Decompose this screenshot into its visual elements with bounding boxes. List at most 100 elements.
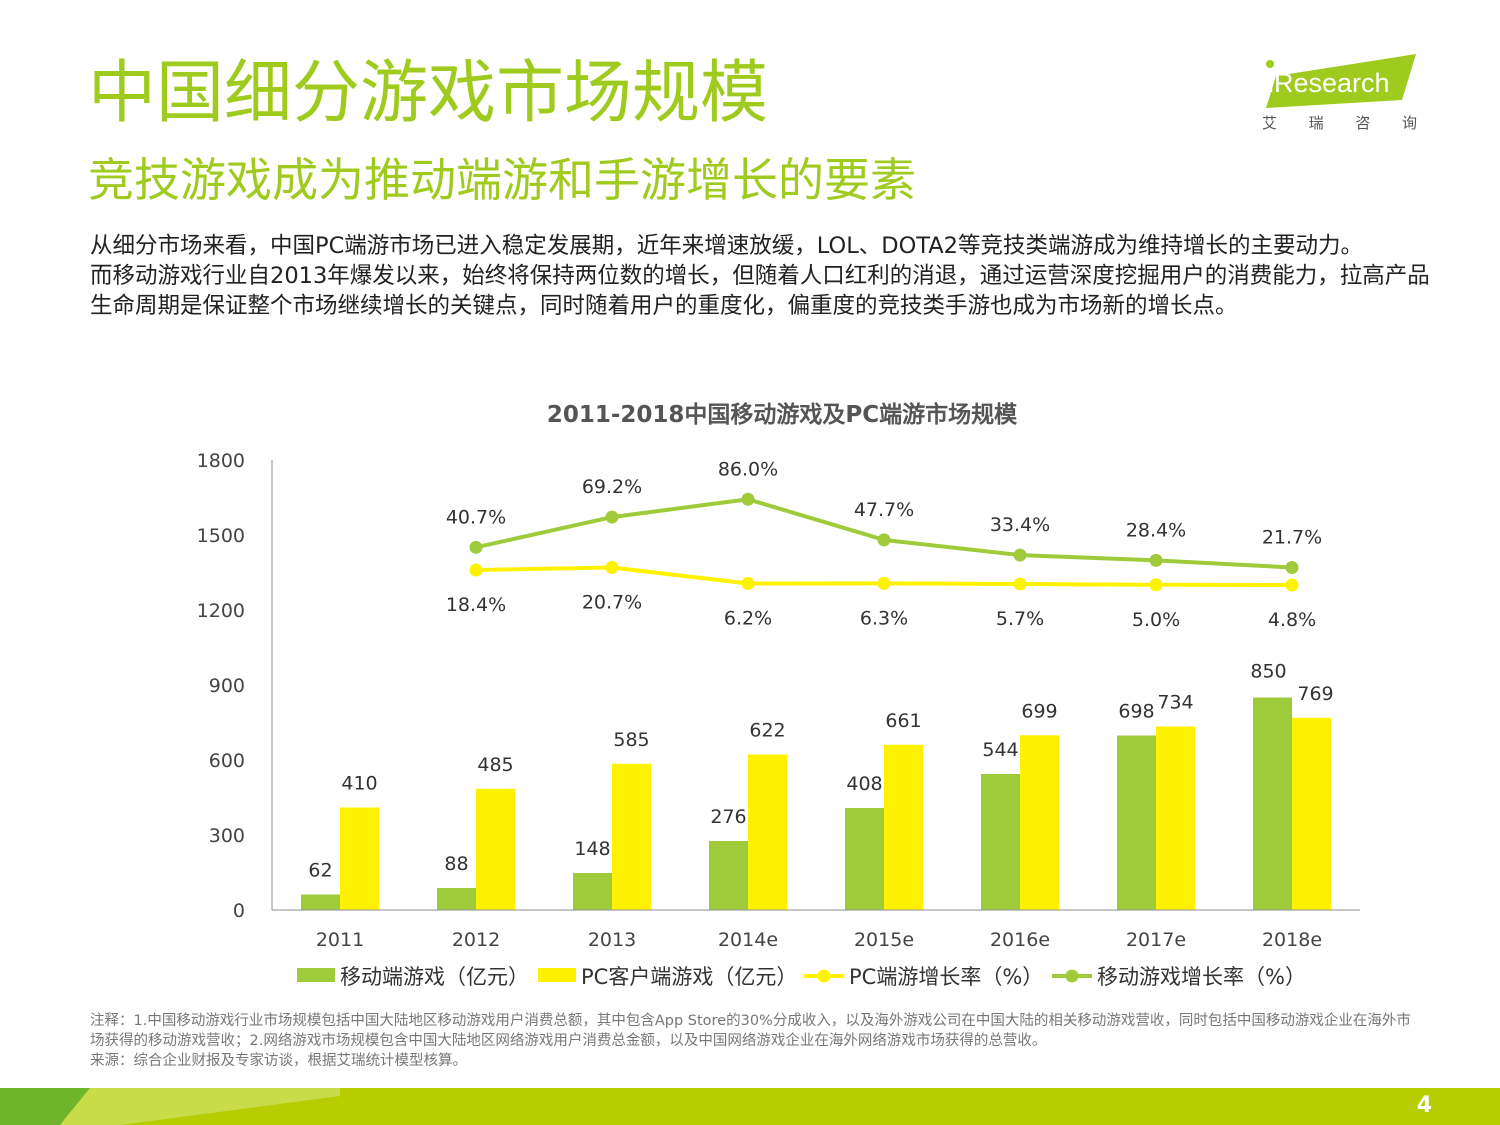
bar-pc <box>476 788 515 910</box>
bar-mobile <box>1117 735 1156 910</box>
mobile-growth-label: 47.7% <box>854 499 914 521</box>
bar-label-mobile: 148 <box>574 838 610 860</box>
mobile-growth-label: 86.0% <box>718 458 778 480</box>
legend: 移动端游戏（亿元） PC客户端游戏（亿元） PC端游增长率（%） 移动游戏增长率（%） <box>297 965 1306 989</box>
bar-pc <box>748 754 787 910</box>
legend-label: PC端游增长率（%） <box>849 965 1043 989</box>
x-tick-label: 2013 <box>588 929 636 951</box>
bar-pc <box>612 763 651 910</box>
legend-swatch-point <box>1065 969 1079 983</box>
body-text: 从细分市场来看，中国PC端游市场已进入稳定发展期，近年来增速放缓，LOL、DOT… <box>90 231 1430 321</box>
bar-label-pc: 485 <box>477 754 513 776</box>
footnote: 注释：1.中国移动游戏行业市场规模包括中国大陆地区移动游戏用户消费总额，其中包含… <box>90 1011 1420 1071</box>
pc-growth-point <box>877 576 891 590</box>
bar-label-pc: 622 <box>749 720 785 742</box>
bar-pc <box>884 744 923 910</box>
body-paragraph: 从细分市场来看，中国PC端游市场已进入稳定发展期，近年来增速放缓，LOL、DOT… <box>90 233 1363 259</box>
y-tick-label: 1800 <box>197 450 245 472</box>
bar-label-mobile: 88 <box>444 853 468 875</box>
bar-label-pc: 661 <box>885 710 921 732</box>
x-tick-label: 2011 <box>316 929 364 951</box>
pc-growth-point <box>1285 578 1299 592</box>
bar-label-mobile: 408 <box>846 773 882 795</box>
pc-growth-point <box>1149 578 1163 592</box>
pc-growth-label: 5.0% <box>1132 609 1180 631</box>
x-tick-label: 2017e <box>1126 929 1186 951</box>
mobile-growth-point <box>1149 553 1163 567</box>
x-tick-label: 2018e <box>1262 929 1322 951</box>
y-tick-label: 600 <box>209 750 245 772</box>
logo-brand: iResearch <box>1268 68 1390 98</box>
y-tick-label: 900 <box>209 675 245 697</box>
pc-growth-label: 4.8% <box>1268 609 1316 631</box>
mobile-growth-point <box>877 533 891 547</box>
chart-title: 2011-2018中国移动游戏及PC端游市场规模 <box>547 401 1018 428</box>
x-tick-label: 2016e <box>990 929 1050 951</box>
logo-char: 瑞 <box>1308 114 1324 132</box>
pc-growth-label: 5.7% <box>996 608 1044 630</box>
footer-decoration <box>0 1088 340 1125</box>
bar-label-pc: 410 <box>341 773 377 795</box>
mobile-growth-point <box>605 510 619 524</box>
bar-mobile <box>709 841 748 910</box>
x-tick-label: 2012 <box>452 929 500 951</box>
y-axis: 0 300 600 900 1200 1500 1800 <box>197 450 273 922</box>
legend-label: PC客户端游戏（亿元） <box>581 965 797 989</box>
mobile-growth-label: 28.4% <box>1126 519 1186 541</box>
page-number: 4 <box>1416 1093 1432 1118</box>
y-tick-label: 1200 <box>197 600 245 622</box>
bar-pc <box>1020 735 1059 910</box>
bar-pc <box>1156 726 1195 910</box>
body-paragraph: 而移动游戏行业自2013年爆发以来，始终将保持两位数的增长，但随着人口红利的消退… <box>90 263 1430 319</box>
logo-chinese-name: 艾 瑞 咨 询 <box>1262 112 1417 133</box>
mobile-growth-point <box>1285 561 1299 574</box>
bar-pc <box>340 807 379 910</box>
pc-growth-point <box>1013 577 1027 591</box>
page-subtitle: 竞技游戏成为推动端游和手游增长的要素 <box>88 153 916 207</box>
bar-mobile <box>301 894 340 910</box>
x-axis: 2011 2012 2013 2014e 2015e 2016e 2017e 2018e <box>272 909 1360 951</box>
x-tick-label: 2014e <box>718 929 778 951</box>
legend-swatch-point <box>817 969 831 983</box>
logo-char: 艾 <box>1262 114 1278 132</box>
legend-swatch <box>538 968 576 982</box>
bar-pc <box>1292 717 1331 910</box>
market-size-chart: 2011-2018中国移动游戏及PC端游市场规模 0 300 600 900 1200 1… <box>197 401 1360 989</box>
mobile-growth-point <box>469 540 483 554</box>
bar-label-pc: 585 <box>613 729 649 751</box>
bar-label-mobile: 276 <box>710 806 746 828</box>
y-tick-label: 300 <box>209 825 245 847</box>
y-tick-label: 0 <box>233 900 245 922</box>
bar-mobile <box>437 888 476 910</box>
mobile-growth-label: 40.7% <box>446 506 506 528</box>
bar-mobile <box>981 774 1020 910</box>
pc-growth-label: 20.7% <box>582 592 642 614</box>
bar-label-mobile: 698 <box>1118 701 1154 723</box>
logo-char: 询 <box>1401 114 1417 132</box>
legend-swatch <box>297 968 335 982</box>
pc-growth-label: 6.2% <box>724 607 772 629</box>
logo-char: 咨 <box>1355 114 1371 132</box>
pc-growth-label: 6.3% <box>860 607 908 629</box>
footnote-note: 注释：1.中国移动游戏行业市场规模包括中国大陆地区移动游戏用户消费总额，其中包含… <box>90 1013 1411 1049</box>
y-tick-label: 1500 <box>197 525 245 547</box>
mobile-growth-label: 33.4% <box>990 514 1050 536</box>
bar-label-pc: 769 <box>1297 683 1333 705</box>
footnote-source: 来源：综合企业财报及专家访谈，根据艾瑞统计模型核算。 <box>90 1053 467 1069</box>
mobile-growth-label: 21.7% <box>1262 527 1322 549</box>
iresearch-logo: iResearch <box>1266 54 1416 108</box>
bar-label-mobile: 62 <box>308 860 332 882</box>
bar-label-mobile: 850 <box>1250 661 1286 683</box>
growth-lines: 18.4% 20.7% 6.2% 6.3% 5.7% 5.0% 4.8% 40.7% 69.2%… <box>446 458 1322 631</box>
pc-growth-point <box>741 576 755 590</box>
bar-label-pc: 699 <box>1021 700 1057 722</box>
legend-label: 移动端游戏（亿元） <box>340 965 529 989</box>
legend-label: 移动游戏增长率（%） <box>1097 965 1306 989</box>
x-tick-label: 2015e <box>854 929 914 951</box>
bar-mobile <box>573 873 612 910</box>
bar-mobile <box>1253 697 1292 910</box>
page-title: 中国细分游戏市场规模 <box>88 54 769 133</box>
pc-growth-label: 18.4% <box>446 594 506 616</box>
bar-mobile <box>845 808 884 910</box>
bar-label-mobile: 544 <box>982 739 1018 761</box>
